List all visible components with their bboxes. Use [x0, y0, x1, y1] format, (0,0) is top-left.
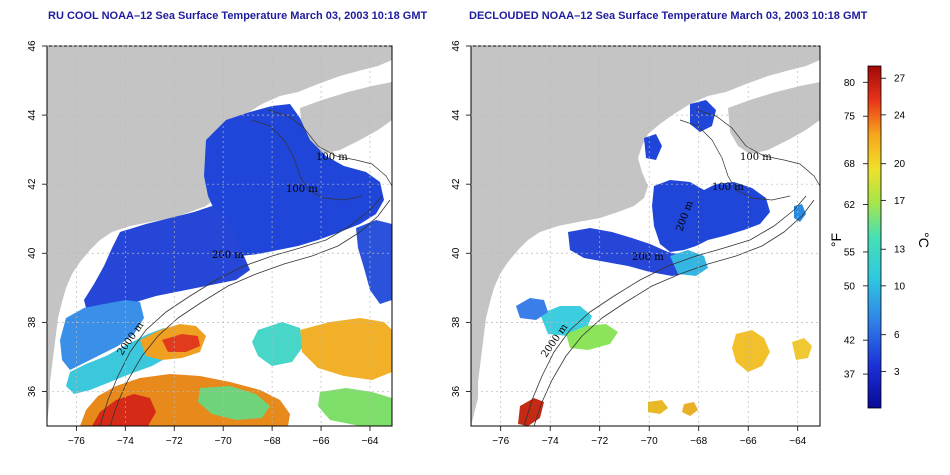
celsius-tick-label: 24 — [894, 110, 906, 121]
right-panel-title: DECLOUDED NOAA–12 Sea Surface Temperatur… — [469, 10, 868, 22]
fahrenheit-tick-label: 80 — [844, 78, 856, 89]
x-tick-label: −72 — [166, 436, 183, 447]
x-tick-label: −76 — [68, 436, 85, 447]
right-plot-frame — [470, 45, 821, 427]
celsius-unit-label: °C — [916, 232, 932, 248]
fahrenheit-tick-label: 42 — [844, 336, 856, 347]
contour-label: 200 m — [212, 250, 244, 261]
sst-north-patch — [690, 100, 716, 132]
y-tick-label: 38 — [451, 316, 462, 328]
nova-scotia-land — [728, 82, 820, 154]
sst-red-patch — [518, 398, 544, 426]
contour-line — [267, 109, 392, 187]
sst-slope-blue — [516, 298, 548, 320]
colorbar-ticks: 27 24 20 17 13 10 6 3 80 75 68 62 55 50 42 37 — [844, 74, 906, 381]
fahrenheit-tick-label: 50 — [844, 281, 856, 292]
axes-layer: −76 −74 −72 −70 −68 −66 −64 36 38 40 42 44 46 −76 −74 −… — [27, 40, 820, 447]
contour-line — [523, 195, 807, 426]
contour-line — [99, 195, 383, 426]
nova-scotia-land — [300, 82, 392, 154]
sst-gulf-stream-red — [162, 334, 200, 352]
y-tick-label: 46 — [27, 40, 38, 52]
sst-east-stripe — [794, 204, 806, 222]
contour-label: 100 m — [286, 184, 318, 195]
fahrenheit-tick-label: 37 — [844, 370, 856, 381]
sst-north-patch — [644, 134, 662, 160]
sst-east-green — [318, 388, 392, 426]
land-mass — [47, 46, 392, 426]
contour-label: 100 m — [316, 152, 348, 163]
x-tick-label: −68 — [264, 436, 281, 447]
sst-shelf-west — [84, 206, 250, 318]
x-tick-label: −68 — [690, 436, 707, 447]
sst-warm-blob — [792, 338, 812, 360]
contour-line — [109, 199, 391, 426]
celsius-tick-label: 13 — [894, 245, 906, 256]
left-plot-frame — [46, 45, 393, 427]
land-mass — [471, 46, 820, 426]
x-tick-label: −70 — [215, 436, 232, 447]
y-tick-label: 36 — [451, 385, 462, 397]
y-tick-label: 36 — [27, 385, 38, 397]
contour-line — [679, 119, 791, 201]
y-tick-label: 46 — [451, 40, 462, 52]
fahrenheit-tick-label: 62 — [844, 200, 856, 211]
x-tick-label: −66 — [313, 436, 330, 447]
sst-east-cyan — [252, 322, 302, 366]
celsius-tick-label: 17 — [894, 196, 906, 207]
contour-label: 100 m — [740, 152, 772, 163]
left-panel-title: RU COOL NOAA–12 Sea Surface Temperature … — [48, 10, 428, 22]
colorbar — [867, 65, 882, 409]
contour-label: 100 m — [712, 182, 744, 193]
y-tick-label: 44 — [27, 109, 38, 121]
contour-line — [695, 109, 820, 187]
y-tick-label: 44 — [451, 109, 462, 121]
x-tick-label: −76 — [492, 436, 509, 447]
fahrenheit-tick-label: 75 — [844, 112, 856, 123]
celsius-tick-label: 6 — [894, 330, 900, 341]
celsius-tick-label: 10 — [894, 281, 906, 292]
sst-warm-blob — [648, 400, 668, 414]
y-tick-label: 38 — [27, 316, 38, 328]
y-tick-label: 40 — [451, 247, 462, 259]
sst-east-warm — [300, 318, 392, 380]
y-tick-label: 40 — [27, 247, 38, 259]
x-tick-label: −70 — [641, 436, 658, 447]
sst-shelf-west — [568, 228, 700, 276]
y-tick-label: 42 — [451, 178, 462, 190]
sst-warm-blob — [682, 402, 698, 416]
x-tick-label: −72 — [591, 436, 608, 447]
sst-gulf-of-maine — [204, 104, 384, 256]
sst-southwest-red — [92, 394, 156, 426]
fahrenheit-unit-label: °F — [828, 233, 844, 247]
sst-southwest-green — [198, 386, 270, 420]
celsius-tick-label: 3 — [894, 367, 900, 378]
sst-shelf-slope — [60, 300, 144, 370]
sst-warm-blob — [732, 330, 770, 372]
sst-slope-cyan — [540, 306, 592, 336]
right-map — [471, 46, 820, 426]
fahrenheit-tick-label: 68 — [844, 159, 856, 170]
contour-line — [251, 119, 363, 201]
celsius-tick-label: 20 — [894, 159, 906, 170]
x-tick-label: −74 — [117, 436, 134, 447]
x-tick-label: −64 — [361, 436, 378, 447]
sst-east-stripe — [356, 220, 392, 304]
y-tick-label: 42 — [27, 178, 38, 190]
left-map — [47, 46, 392, 426]
contour-label: 200 m — [632, 252, 664, 263]
celsius-tick-label: 27 — [894, 74, 906, 85]
sst-gulf-of-maine — [652, 180, 770, 252]
fahrenheit-tick-label: 55 — [844, 247, 856, 258]
sst-slope-green — [566, 324, 618, 350]
x-tick-label: −64 — [789, 436, 806, 447]
contour-line — [533, 199, 815, 426]
x-tick-label: −66 — [740, 436, 757, 447]
x-tick-label: −74 — [542, 436, 559, 447]
